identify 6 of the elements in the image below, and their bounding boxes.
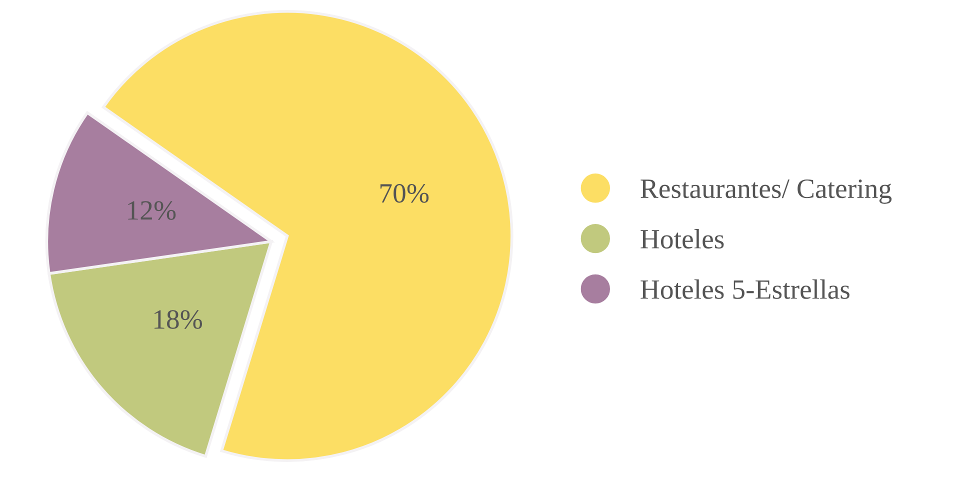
- data-label: 12%: [128, 201, 176, 220]
- legend-label: Hoteles 5-Estrellas: [640, 279, 850, 299]
- legend-label: Hoteles: [640, 229, 724, 249]
- data-label: 70%: [380, 184, 429, 203]
- legend-label: Restaurantes/ Catering: [640, 179, 892, 204]
- data-label: 18%: [154, 310, 202, 329]
